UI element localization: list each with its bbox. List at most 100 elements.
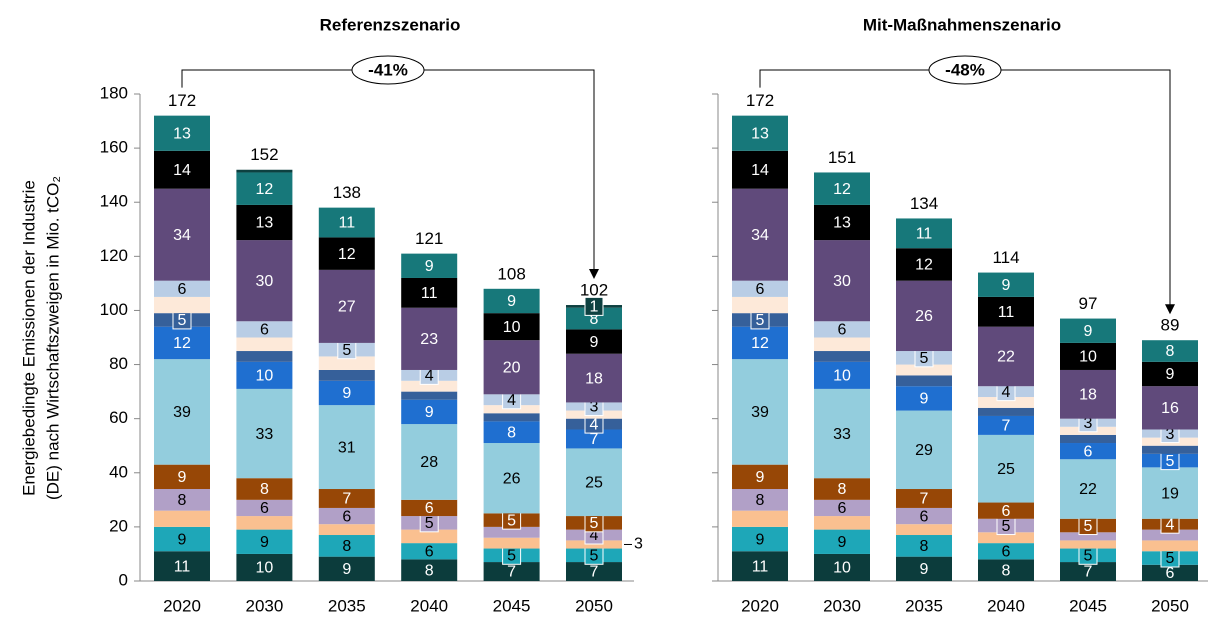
segment-label: 3 <box>634 536 643 553</box>
bar-segment <box>1142 564 1198 581</box>
bar-segment <box>896 410 952 490</box>
bar-segment <box>978 407 1034 416</box>
segment-label: 13 <box>173 125 191 142</box>
bar-segment <box>236 478 293 500</box>
bar-segment <box>896 375 952 387</box>
bar-segment <box>318 269 375 343</box>
segment-label: 11 <box>421 285 438 302</box>
segment-label: 3 <box>1084 415 1093 432</box>
segment-label: 12 <box>915 257 933 274</box>
bar-segment <box>318 556 375 581</box>
segment-label: 13 <box>833 215 851 232</box>
segment-label: 6 <box>342 508 351 525</box>
segment-label: 31 <box>338 439 356 456</box>
segment-label: 8 <box>838 481 847 498</box>
bar-segment <box>1142 361 1198 387</box>
bar-segment <box>896 248 952 281</box>
segment-label: 6 <box>260 322 269 339</box>
segment-label: 11 <box>916 226 933 243</box>
x-tick-label: 2030 <box>245 596 283 615</box>
bar-segment <box>318 524 375 536</box>
y-tick-label: 40 <box>109 462 128 481</box>
segment-label: 26 <box>915 308 933 325</box>
bar-segment <box>318 405 375 490</box>
segment-label: 6 <box>425 500 434 517</box>
segment-label: 30 <box>256 273 274 290</box>
segment-label: 10 <box>256 368 274 385</box>
change-arrow <box>589 269 599 280</box>
x-tick-label: 2040 <box>987 596 1025 615</box>
segment-label: 14 <box>751 162 769 179</box>
segment-label: 29 <box>915 442 933 459</box>
bar-segment <box>978 532 1034 544</box>
segment-label: 3 <box>590 399 599 416</box>
bar-segment <box>978 502 1034 519</box>
segment-label: 5 <box>756 312 765 329</box>
segment-label: 23 <box>420 331 438 348</box>
segment-label: 6 <box>1002 543 1011 560</box>
segment-label: 9 <box>178 469 187 486</box>
y-tick-label: 0 <box>119 570 128 589</box>
segment-label: 26 <box>503 470 521 487</box>
bar-segment <box>483 313 540 341</box>
segment-label: 10 <box>256 560 274 577</box>
bar-segment <box>236 169 293 173</box>
segment-label: 25 <box>997 461 1015 478</box>
segment-label: 4 <box>590 416 599 433</box>
bar-segment <box>154 280 210 297</box>
annotation: -48% <box>945 60 985 79</box>
segment-label: 12 <box>256 181 274 198</box>
bar-segment <box>401 543 458 560</box>
bar-segment <box>814 478 870 500</box>
segment-label: 39 <box>173 404 191 421</box>
y-tick-label: 60 <box>109 408 128 427</box>
total-label: 102 <box>580 281 608 300</box>
bar-segment <box>896 280 952 352</box>
bar-segment <box>1060 562 1116 581</box>
bar-segment <box>896 218 952 249</box>
segment-label: 22 <box>997 349 1015 366</box>
y-tick-label: 180 <box>100 83 128 102</box>
x-tick-label: 2020 <box>741 596 779 615</box>
segment-label: 7 <box>342 491 351 508</box>
segment-label: 5 <box>1084 548 1093 565</box>
y-tick-label: 160 <box>100 138 128 157</box>
bar-segment <box>154 326 210 360</box>
bar-segment <box>318 369 375 381</box>
bar-segment <box>732 551 788 581</box>
y-tick-label: 100 <box>100 300 128 319</box>
x-tick-label: 2040 <box>410 596 448 615</box>
segment-label: 5 <box>507 512 516 529</box>
segment-label: 6 <box>260 500 269 517</box>
bar-segment <box>1142 340 1198 362</box>
bar-segment <box>566 353 622 403</box>
bar-segment <box>814 388 870 479</box>
bar-segment <box>154 551 210 581</box>
segment-label: 6 <box>920 508 929 525</box>
bar-segment <box>236 553 293 581</box>
y-tick-label: 20 <box>109 516 128 535</box>
segment-label: 6 <box>838 500 847 517</box>
segment-label: 28 <box>420 454 438 471</box>
bar-segment <box>236 172 293 205</box>
total-label: 108 <box>497 264 525 283</box>
segment-label: 9 <box>342 385 351 402</box>
bar-segment <box>318 535 375 557</box>
total-label: 97 <box>1079 294 1098 313</box>
bar-segment <box>318 237 375 270</box>
bar-segment <box>896 535 952 557</box>
x-tick-label: 2050 <box>1151 596 1189 615</box>
segment-label: 13 <box>256 215 274 232</box>
total-label: 134 <box>910 194 938 213</box>
segment-label: 9 <box>1084 323 1093 340</box>
segment-label: 6 <box>756 281 765 298</box>
segment-label: 5 <box>507 548 516 565</box>
bar-segment <box>814 204 870 241</box>
y-tick-label: 120 <box>100 246 128 265</box>
bar-segment <box>401 277 458 308</box>
bar-segment <box>732 510 788 527</box>
bar-segment <box>978 326 1034 387</box>
total-label: 121 <box>415 229 443 248</box>
bar-segment <box>401 559 458 581</box>
